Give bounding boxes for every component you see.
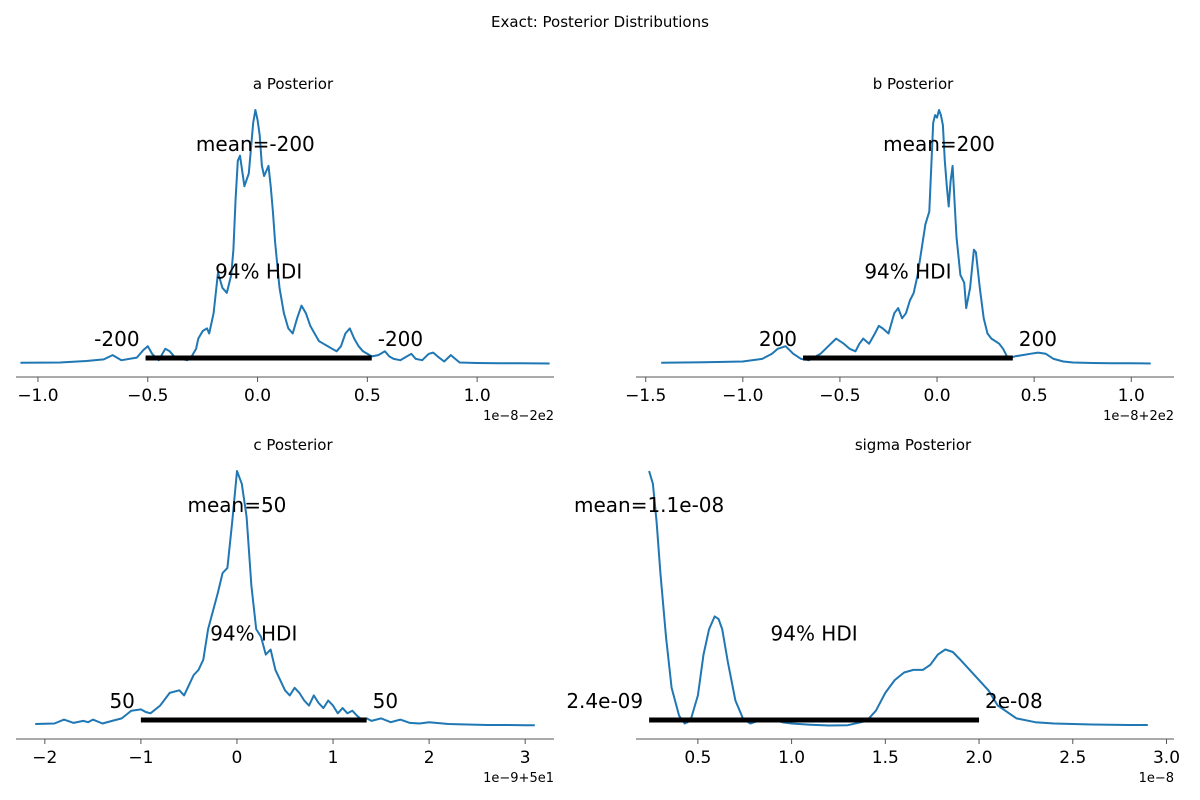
axis-offset-label: 1e−8	[1139, 771, 1174, 786]
x-tick-label: −1.5	[625, 386, 666, 406]
x-tick-label: 1.0	[1118, 386, 1145, 406]
hdi-upper-label: 50	[373, 689, 398, 713]
x-tick-label: 0.0	[924, 386, 951, 406]
density-curve	[35, 470, 535, 727]
mean-annotation: mean=1.1e-08	[574, 493, 724, 517]
panels: a Posterior −1.0 −0.5 0.0 0.5 1.0 1e−8−2e2 mean…	[16, 75, 1180, 786]
hdi-annotation: 94% HDI	[864, 260, 951, 284]
panel-3: sigma Posterior 0.5 1.0 1.5 2.0 2.5 3.0 1e−8 mea…	[566, 436, 1180, 786]
panel-title: b Posterior	[873, 75, 954, 93]
mean-annotation: mean=200	[883, 132, 995, 156]
panel-title: a Posterior	[253, 75, 334, 93]
axis-offset-label: 1e−8−2e2	[483, 409, 554, 424]
x-tick-label: 1.0	[464, 386, 491, 406]
x-tick-label: 2.0	[966, 748, 993, 768]
figure-suptitle: Exact: Posterior Distributions	[491, 13, 709, 31]
x-tick-label: 2	[424, 748, 435, 768]
hdi-upper-label: 2e-08	[985, 689, 1043, 713]
panel-0: a Posterior −1.0 −0.5 0.0 0.5 1.0 1e−8−2e2 mean…	[16, 75, 554, 424]
x-tick-label: 1.0	[778, 748, 805, 768]
x-tick-label: −0.5	[819, 386, 860, 406]
panel-1: b Posterior −1.5 −1.0 −0.5 0.0 0.5 1.0 1e−8+2e2…	[625, 75, 1174, 424]
panel-title: sigma Posterior	[855, 436, 972, 454]
x-tick-label: 0.5	[684, 748, 711, 768]
hdi-lower-label: -200	[94, 327, 139, 351]
hdi-annotation: 94% HDI	[210, 621, 297, 645]
x-tick-label: 2.5	[1059, 748, 1086, 768]
axis-offset-label: 1e−8+2e2	[1103, 409, 1174, 424]
x-tick-label: −1.0	[722, 386, 763, 406]
hdi-upper-label: 200	[1019, 327, 1057, 351]
hdi-upper-label: -200	[378, 327, 423, 351]
x-tick-label: 1.5	[872, 748, 899, 768]
hdi-lower-label: 2.4e-09	[566, 689, 643, 713]
mean-annotation: mean=50	[187, 493, 286, 517]
x-tick-label: 0.5	[1021, 386, 1048, 406]
x-tick-label: 0.0	[244, 386, 271, 406]
panel-title: c Posterior	[253, 436, 333, 454]
hdi-lower-label: 200	[759, 327, 797, 351]
x-tick-label: −0.5	[127, 386, 168, 406]
x-tick-label: 0.5	[354, 386, 381, 406]
x-tick-label: −1.0	[17, 386, 58, 406]
x-tick-label: 0	[232, 748, 243, 768]
panel-2: c Posterior −2 −1 0 1 2 3 1e−9+5e1 mean=50 94% HD…	[16, 436, 554, 786]
hdi-annotation: 94% HDI	[771, 621, 858, 645]
axis-offset-label: 1e−9+5e1	[483, 771, 554, 786]
x-tick-label: 3.0	[1153, 748, 1180, 768]
mean-annotation: mean=-200	[196, 132, 315, 156]
x-tick-label: 3	[520, 748, 531, 768]
x-tick-label: −2	[32, 748, 57, 768]
hdi-annotation: 94% HDI	[215, 260, 302, 284]
x-tick-label: −1	[128, 748, 153, 768]
hdi-lower-label: 50	[109, 689, 134, 713]
x-tick-label: 1	[328, 748, 339, 768]
